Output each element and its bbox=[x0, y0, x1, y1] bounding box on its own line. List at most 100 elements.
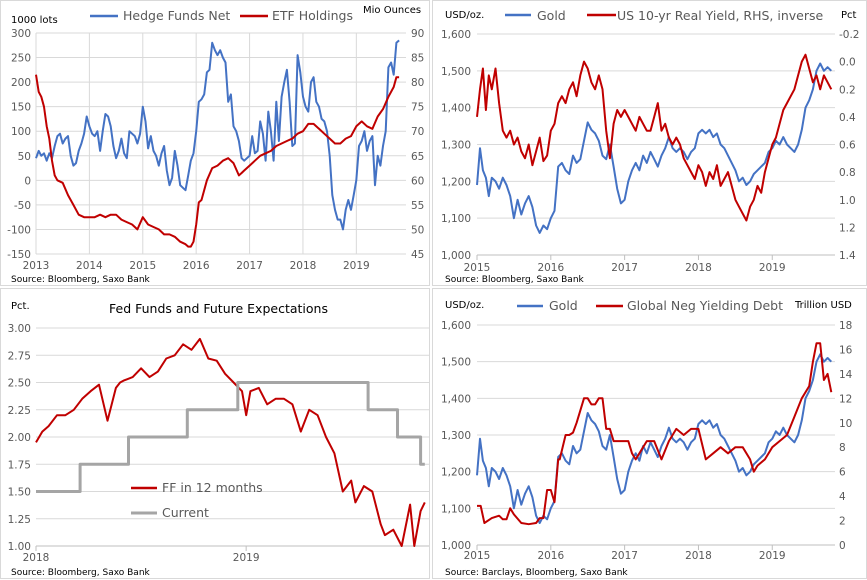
x-tick-label: 2017 bbox=[236, 260, 263, 272]
chart-svg: 300 250 200 150 100 50 0 -50 -100 -150 90 85 80 75 70 6… bbox=[7, 5, 424, 285]
y-right-tick-label: 18 bbox=[839, 320, 852, 332]
x-tick-label: 2019 bbox=[759, 262, 786, 274]
y-left-tick-label: 1,200 bbox=[441, 176, 471, 188]
series-group bbox=[35, 337, 426, 547]
y-right-tick-label: 90 bbox=[411, 28, 424, 40]
y-right-tick-label: -0.2 bbox=[839, 29, 860, 41]
y-right-tick-label: 70 bbox=[411, 126, 424, 138]
y-right-tick-label: 0.4 bbox=[839, 112, 856, 124]
y-left-tick-label: 1,000 bbox=[441, 540, 471, 552]
y-left-tick-label: -100 bbox=[7, 224, 31, 236]
x-tick-label: 2016 bbox=[537, 262, 564, 274]
y-left-tick-label: 1,300 bbox=[441, 430, 471, 442]
y-right-tick-label: 55 bbox=[411, 200, 424, 212]
chart-fed-funds: 3.00 2.75 2.50 2.25 2.00 1.75 1.50 1.25 1.00 2018… bbox=[0, 288, 430, 579]
y-right-tick-label: 0.0 bbox=[839, 57, 856, 69]
legend-label-gold: Gold bbox=[537, 8, 566, 23]
y-left-tick-label: 2.25 bbox=[8, 405, 31, 417]
chart-gold-neg-debt: 1,600 1,500 1,400 1,300 1,200 1,100 1,000 18 16 1… bbox=[432, 288, 867, 579]
y-left-tick-label: 2.00 bbox=[8, 432, 31, 444]
series-group bbox=[476, 342, 833, 526]
y-left-tick-label: 1,400 bbox=[441, 393, 471, 405]
y-left-tick-label: 1,000 bbox=[441, 250, 471, 262]
x-tick-label: 2018 bbox=[685, 262, 712, 274]
x-tick-label: 2014 bbox=[76, 260, 103, 272]
x-tick-label: 2015 bbox=[129, 260, 156, 272]
left-axis-unit: USD/oz. bbox=[445, 10, 484, 21]
series-line-etf-holdings bbox=[35, 74, 400, 248]
legend-label-hedge-funds: Hedge Funds Net bbox=[123, 8, 230, 23]
y-left-tick-label: 2.75 bbox=[8, 350, 31, 362]
chart-hedge-funds-etf: 300 250 200 150 100 50 0 -50 -100 -150 90 85 80 75 70 6… bbox=[0, 0, 430, 286]
y-left-tick-label: 1,400 bbox=[441, 103, 471, 115]
legend-label-ff12m: FF in 12 months bbox=[162, 480, 263, 495]
y-right-tick-label: 14 bbox=[839, 369, 853, 381]
y-left-tick-label: 1,600 bbox=[441, 320, 471, 332]
series-line-gold bbox=[476, 353, 833, 524]
y-left-tick-label: 50 bbox=[18, 151, 31, 163]
y-left-tick-label: 1,500 bbox=[441, 357, 471, 369]
y-right-tick-label: 8 bbox=[839, 442, 846, 454]
x-tick-label: 2015 bbox=[464, 550, 491, 562]
x-tick-label: 2013 bbox=[23, 260, 50, 272]
x-tick-label: 2015 bbox=[464, 262, 491, 274]
series-line-us-10-yr-real-yield-rhs-inverse bbox=[476, 53, 833, 222]
chart-gold-real-yield: 1,600 1,500 1,400 1,300 1,200 1,100 1,000 -0.2 0… bbox=[432, 0, 867, 286]
axis-labels: 1,600 1,500 1,400 1,300 1,200 1,100 1,000 -0.2 0… bbox=[441, 29, 860, 274]
gridlines bbox=[476, 33, 835, 260]
y-right-tick-label: 4 bbox=[839, 491, 846, 503]
series-line-ff-in-12-months bbox=[35, 337, 426, 547]
x-tick-label: 2016 bbox=[183, 260, 210, 272]
y-left-tick-label: -150 bbox=[7, 249, 31, 261]
y-right-tick-label: 10 bbox=[839, 418, 852, 430]
y-left-tick-label: 100 bbox=[11, 126, 31, 138]
x-tick-label: 2018 bbox=[290, 260, 317, 272]
x-tick-label: 2019 bbox=[759, 550, 786, 562]
source-note: Source: Bloomberg, Saxo Bank bbox=[445, 275, 585, 285]
x-tick-label: 2018 bbox=[685, 550, 712, 562]
y-left-tick-label: 200 bbox=[11, 77, 31, 89]
y-right-tick-label: 1.2 bbox=[839, 222, 856, 234]
series-line-global-neg-yielding-debt bbox=[477, 342, 833, 526]
gridlines bbox=[35, 32, 406, 255]
y-right-tick-label: 16 bbox=[839, 344, 853, 356]
right-axis-unit: Pct bbox=[841, 10, 857, 21]
y-left-tick-label: 150 bbox=[11, 102, 31, 114]
y-left-tick-label: 1,200 bbox=[441, 467, 471, 479]
chart-svg: 3.00 2.75 2.50 2.25 2.00 1.75 1.50 1.25 1.002018… bbox=[8, 301, 429, 578]
chart-svg: 1,600 1,500 1,400 1,300 1,200 1,100 1,000 -0.2 0… bbox=[441, 8, 860, 285]
chart-title: Fed Funds and Future Expectations bbox=[109, 301, 328, 316]
y-right-tick-label: 45 bbox=[411, 249, 424, 261]
y-left-tick-label: 1.25 bbox=[8, 514, 31, 526]
y-right-tick-label: 75 bbox=[411, 102, 424, 114]
y-left-tick-label: 1,600 bbox=[441, 29, 471, 41]
series-group bbox=[476, 53, 833, 234]
y-left-tick-label: 1,300 bbox=[441, 140, 471, 152]
y-right-tick-label: 12 bbox=[839, 393, 852, 405]
y-right-tick-label: 85 bbox=[411, 53, 424, 65]
legend-label-current: Current bbox=[162, 505, 209, 520]
y-left-tick-label: 1,100 bbox=[441, 503, 471, 515]
axis-labels: 1,600 1,500 1,400 1,300 1,200 1,100 1,000 18 16 1… bbox=[441, 320, 853, 562]
x-tick-label: 2019 bbox=[343, 260, 370, 272]
y-right-tick-label: 1.0 bbox=[839, 195, 856, 207]
y-right-tick-label: 65 bbox=[411, 151, 424, 163]
series-group bbox=[35, 39, 400, 248]
left-axis-unit: Pct. bbox=[11, 301, 30, 312]
y-right-tick-label: 0 bbox=[839, 540, 846, 552]
x-tick-label: 2018 bbox=[23, 552, 50, 564]
source-note: Source: Bloomberg, Saxo Bank bbox=[11, 568, 151, 578]
y-right-tick-label: 1.4 bbox=[839, 250, 856, 262]
right-axis-unit: Mio Ounces bbox=[363, 5, 421, 16]
source-note: Source: Barclays, Bloomberg, Saxo Bank bbox=[445, 568, 628, 578]
gridlines bbox=[35, 327, 429, 551]
legend-label-gold: Gold bbox=[549, 298, 578, 313]
y-left-tick-label: -50 bbox=[14, 200, 31, 212]
y-left-tick-label: 1,500 bbox=[441, 66, 471, 78]
left-axis-unit: USD/oz. bbox=[445, 300, 484, 311]
y-right-tick-label: 6 bbox=[839, 467, 846, 479]
axis-labels: 3.00 2.75 2.50 2.25 2.00 1.75 1.50 1.25 1.002018… bbox=[8, 323, 260, 564]
y-left-tick-label: 0 bbox=[24, 175, 31, 187]
y-right-tick-label: 60 bbox=[411, 175, 424, 187]
series-line-current bbox=[36, 381, 425, 493]
